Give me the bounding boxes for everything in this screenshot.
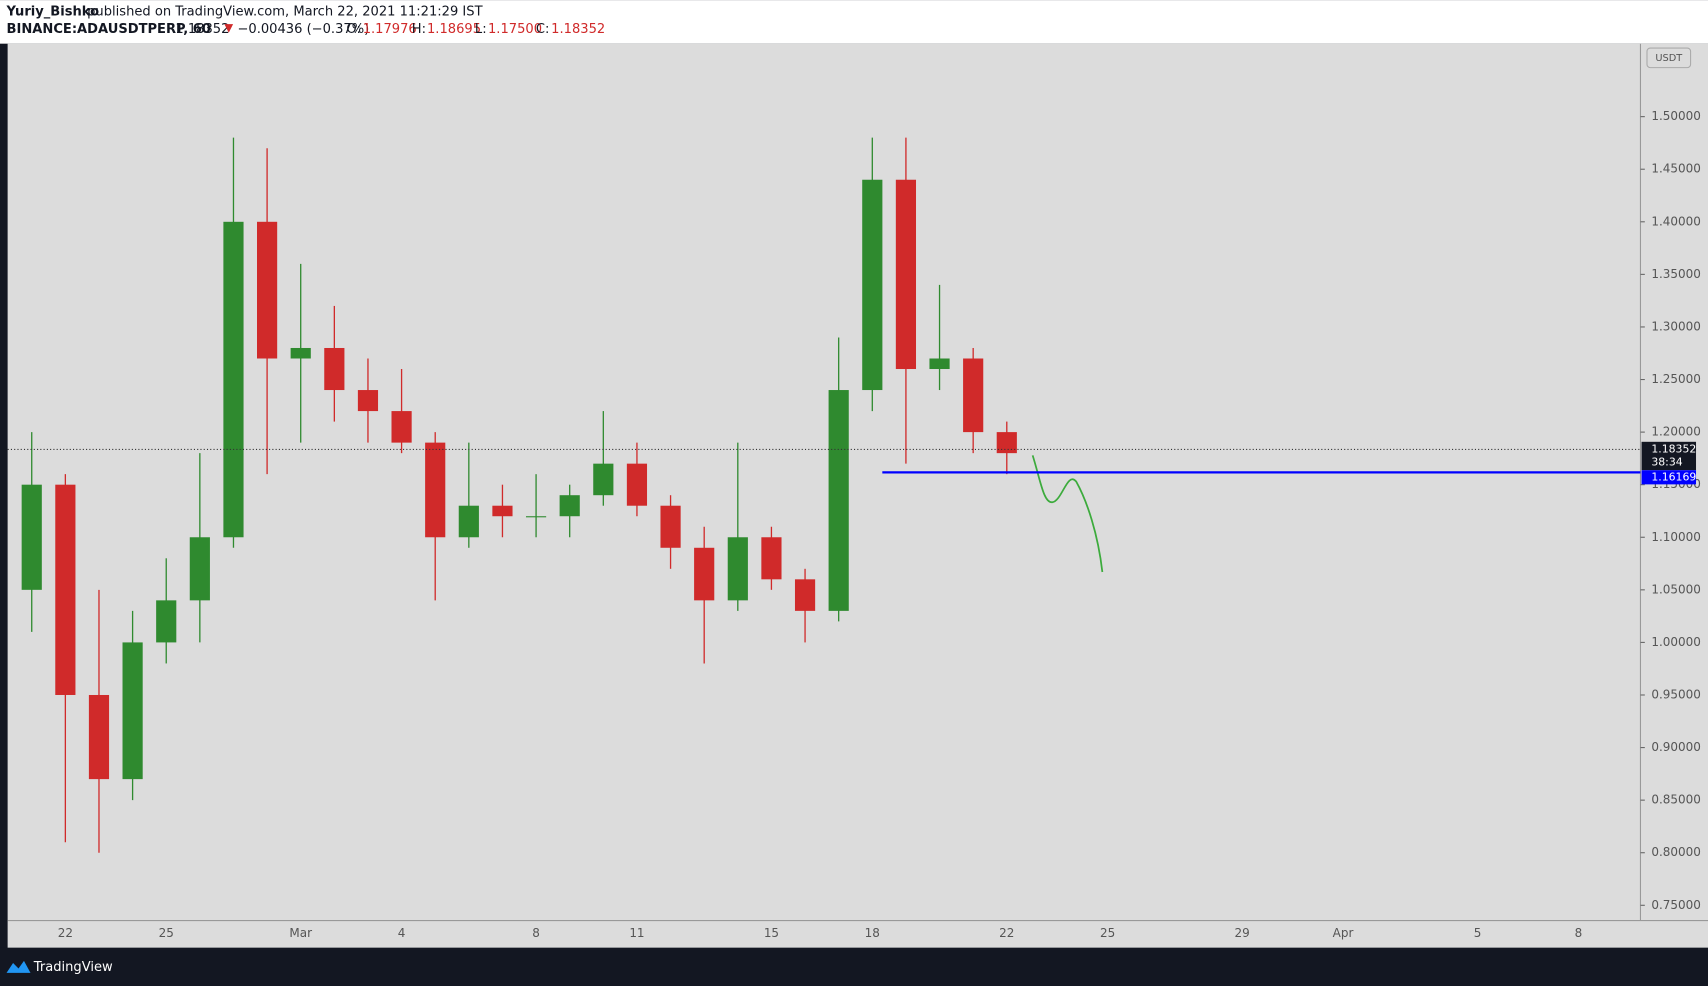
candle-body xyxy=(828,390,849,611)
candle-body xyxy=(525,516,547,518)
y-tick-label: 1.05000 xyxy=(1651,582,1701,596)
candle-body xyxy=(727,537,748,601)
candle-body xyxy=(895,179,917,370)
plot-bg xyxy=(7,43,1708,948)
footer-bg xyxy=(0,947,1708,986)
marks: 0.75000 0.80000 0.85000 0.90000 0.95000 1.000… xyxy=(7,109,1701,940)
y-tick-label: 0.95000 xyxy=(1651,687,1701,701)
x-tick-label: 15 xyxy=(764,926,779,940)
candle-body xyxy=(862,179,883,391)
candle-body xyxy=(963,358,984,433)
brand: TradingView xyxy=(33,960,113,975)
candle-body xyxy=(290,347,311,359)
x-tick-label: 8 xyxy=(532,926,540,940)
publisher: Yuriy_Bishko xyxy=(6,5,100,20)
candle-body xyxy=(929,358,950,370)
candle-body xyxy=(660,505,681,548)
c-value: 1.18352 xyxy=(551,22,605,37)
header-bg xyxy=(0,0,1708,44)
candle-body xyxy=(257,221,278,359)
y-tick-label: 0.90000 xyxy=(1651,740,1701,754)
x-tick-label: 25 xyxy=(159,926,174,940)
y-tick-label: 1.25000 xyxy=(1651,372,1701,386)
c-label: C: xyxy=(536,22,550,37)
h-value: 1.18695 xyxy=(427,22,481,37)
candle-body xyxy=(55,484,76,695)
x-tick-label: 22 xyxy=(999,926,1014,940)
x-tick-label: 29 xyxy=(1235,926,1250,940)
change: −0.00436 (−0.37%) xyxy=(237,22,369,37)
l-value: 1.17500 xyxy=(488,22,542,37)
candle-body xyxy=(425,442,446,538)
candle-body xyxy=(21,484,42,590)
o-label: O: xyxy=(346,22,360,37)
candle-body xyxy=(122,642,143,780)
support-price-box xyxy=(1641,470,1697,485)
y-tick-label: 1.45000 xyxy=(1651,162,1701,176)
current-price-box xyxy=(1641,441,1697,471)
support-price-label: 1.16169 xyxy=(1651,470,1696,483)
y-tick-label: 1.00000 xyxy=(1651,635,1701,649)
candle-body xyxy=(996,432,1017,454)
l-label: L: xyxy=(475,22,487,37)
candle-body xyxy=(156,600,177,643)
candle-body xyxy=(357,390,379,412)
y-tick-label: 0.75000 xyxy=(1651,898,1701,912)
x-tick-label: 18 xyxy=(865,926,880,940)
candle-body xyxy=(492,505,513,517)
x-tick-label: Mar xyxy=(289,926,312,940)
x-tick-label: 4 xyxy=(398,926,406,940)
candle-body xyxy=(593,463,614,496)
drawn-projection xyxy=(1031,455,1104,573)
x-tick-label: Apr xyxy=(1333,926,1354,940)
candle-body xyxy=(761,537,782,580)
candle-body xyxy=(458,505,479,538)
x-tick-label: 5 xyxy=(1474,926,1482,940)
y-tick-label: 1.35000 xyxy=(1651,267,1701,281)
currency-box xyxy=(1646,47,1692,69)
current-price-label: 1.18352 xyxy=(1651,442,1696,455)
candle-body xyxy=(626,463,648,506)
countdown: 38:34 xyxy=(1651,456,1682,469)
x-tick-label: 22 xyxy=(58,926,73,940)
currency: USDT xyxy=(1655,53,1683,64)
candle-body xyxy=(88,694,110,780)
candle-body xyxy=(694,547,715,601)
x-tick-label: 11 xyxy=(629,926,644,940)
symbol: BINANCE:ADAUSDTPERP, 60 xyxy=(7,22,211,37)
published: published on TradingView.com, March 22, … xyxy=(87,5,483,20)
x-tick-label: 25 xyxy=(1100,926,1115,940)
y-tick-label: 1.50000 xyxy=(1651,109,1701,123)
y-tick-label: 0.85000 xyxy=(1651,793,1701,807)
candle-body xyxy=(324,347,345,391)
candle-body xyxy=(794,579,816,611)
y-tick-label: 1.40000 xyxy=(1651,214,1701,228)
brand-logo xyxy=(6,960,31,973)
candle-body xyxy=(391,411,412,443)
h-label: H: xyxy=(412,22,426,37)
y-tick-label: 1.20000 xyxy=(1651,425,1701,439)
y-tick-label: 0.80000 xyxy=(1651,845,1701,859)
x-tick-label: 8 xyxy=(1575,926,1583,940)
last-price: 1.18352 xyxy=(175,22,229,37)
o-value: 1.17976 xyxy=(363,22,417,37)
candle-body xyxy=(189,537,210,601)
candle-body xyxy=(559,495,580,517)
y-tick-label: 1.10000 xyxy=(1651,530,1701,544)
down-arrow xyxy=(224,24,234,33)
y-tick-label: 1.30000 xyxy=(1651,319,1701,333)
candle-body xyxy=(223,221,244,538)
